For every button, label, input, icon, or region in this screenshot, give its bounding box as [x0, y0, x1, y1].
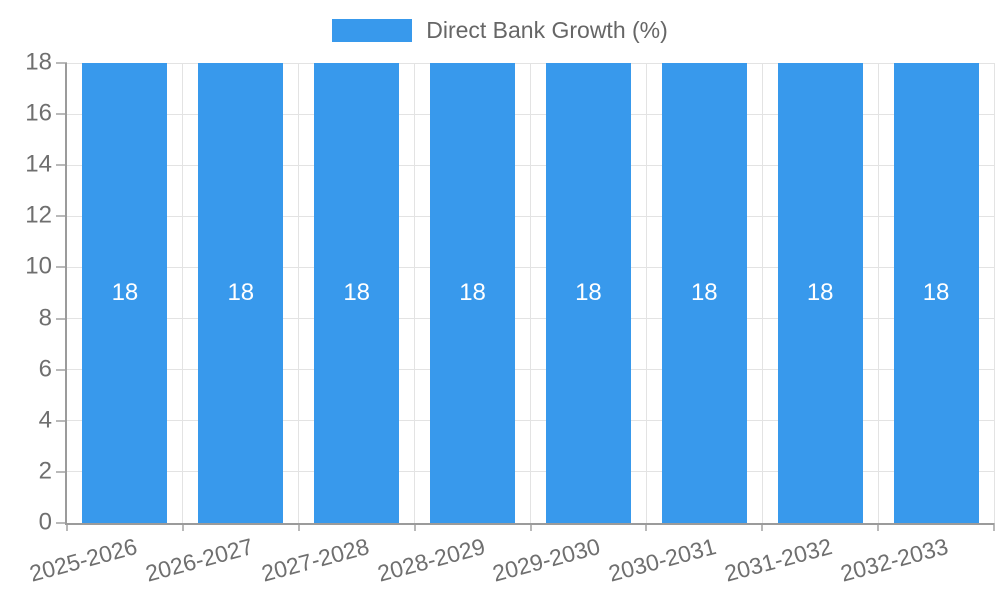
y-axis-tick-label: 2 [38, 457, 52, 485]
x-axis-tick-label: 2026-2027 [142, 533, 256, 587]
bar-value-label: 18 [575, 279, 602, 306]
y-tick-mark [56, 266, 67, 269]
x-tick-mark [993, 523, 995, 531]
x-axis-line [65, 523, 994, 525]
y-axis-tick-label: 10 [25, 252, 52, 280]
y-axis-tick-label: 14 [25, 150, 52, 178]
x-gridline [530, 63, 531, 523]
legend-series-label[interactable]: Direct Bank Growth (%) [426, 17, 668, 43]
y-tick-mark [56, 113, 67, 116]
y-tick-mark [56, 62, 67, 64]
y-axis-tick-label: 12 [25, 201, 52, 229]
y-axis-tick-label: 4 [38, 406, 52, 434]
x-gridline [645, 63, 647, 523]
x-gridline [182, 63, 184, 523]
x-axis-tick-label: 2028-2029 [374, 533, 488, 587]
y-tick-mark [56, 419, 67, 422]
bar[interactable] [661, 63, 747, 523]
y-tick-mark [56, 522, 67, 524]
x-tick-mark [529, 523, 532, 531]
bar-value-label: 18 [806, 279, 834, 306]
y-tick-mark [56, 470, 67, 473]
x-gridline [414, 63, 416, 523]
bar-value-label: 18 [459, 279, 486, 306]
bar-value-label: 18 [690, 279, 718, 306]
x-axis-tick-label: 2031-2032 [721, 533, 835, 587]
y-axis-tick-label: 6 [38, 355, 52, 383]
bar-value-label: 18 [227, 279, 255, 306]
bar[interactable] [430, 63, 516, 523]
y-tick-mark [56, 317, 67, 320]
x-tick-mark [645, 523, 648, 531]
y-axis-line [65, 63, 67, 525]
chart-legend: Direct Bank Growth (%) [0, 17, 1000, 44]
x-gridline [877, 63, 879, 523]
x-gridline [993, 63, 995, 523]
bar[interactable] [82, 63, 168, 523]
x-tick-mark [761, 523, 764, 531]
y-axis-tick-label: 16 [25, 99, 52, 127]
y-tick-mark [56, 215, 67, 218]
y-axis-tick-label: 0 [38, 508, 52, 536]
bar-value-label: 18 [922, 279, 950, 306]
x-tick-mark [413, 523, 416, 531]
y-axis-tick-label: 18 [25, 48, 52, 76]
x-axis-tick-label: 2025-2026 [26, 533, 140, 587]
x-axis-tick-label: 2029-2030 [490, 533, 604, 587]
x-tick-mark [181, 523, 184, 531]
bar[interactable] [314, 63, 400, 523]
x-axis-tick-label: 2032-2033 [837, 533, 951, 587]
bar-value-label: 18 [343, 279, 371, 306]
bar[interactable] [545, 63, 631, 523]
bar[interactable] [893, 63, 979, 523]
y-axis-tick-label: 8 [38, 304, 52, 332]
x-tick-mark [66, 523, 68, 531]
legend-swatch[interactable] [332, 19, 413, 42]
y-tick-mark [56, 368, 67, 371]
y-tick-mark [56, 164, 67, 167]
bar-value-label: 18 [111, 279, 139, 306]
x-gridline [761, 63, 763, 523]
x-gridline [298, 63, 300, 523]
x-tick-mark [877, 523, 880, 531]
bar[interactable] [777, 63, 863, 523]
bar[interactable] [198, 63, 284, 523]
x-tick-mark [297, 523, 300, 531]
x-axis-tick-label: 2027-2028 [258, 533, 372, 587]
x-axis-tick-label: 2030-2031 [606, 533, 720, 587]
